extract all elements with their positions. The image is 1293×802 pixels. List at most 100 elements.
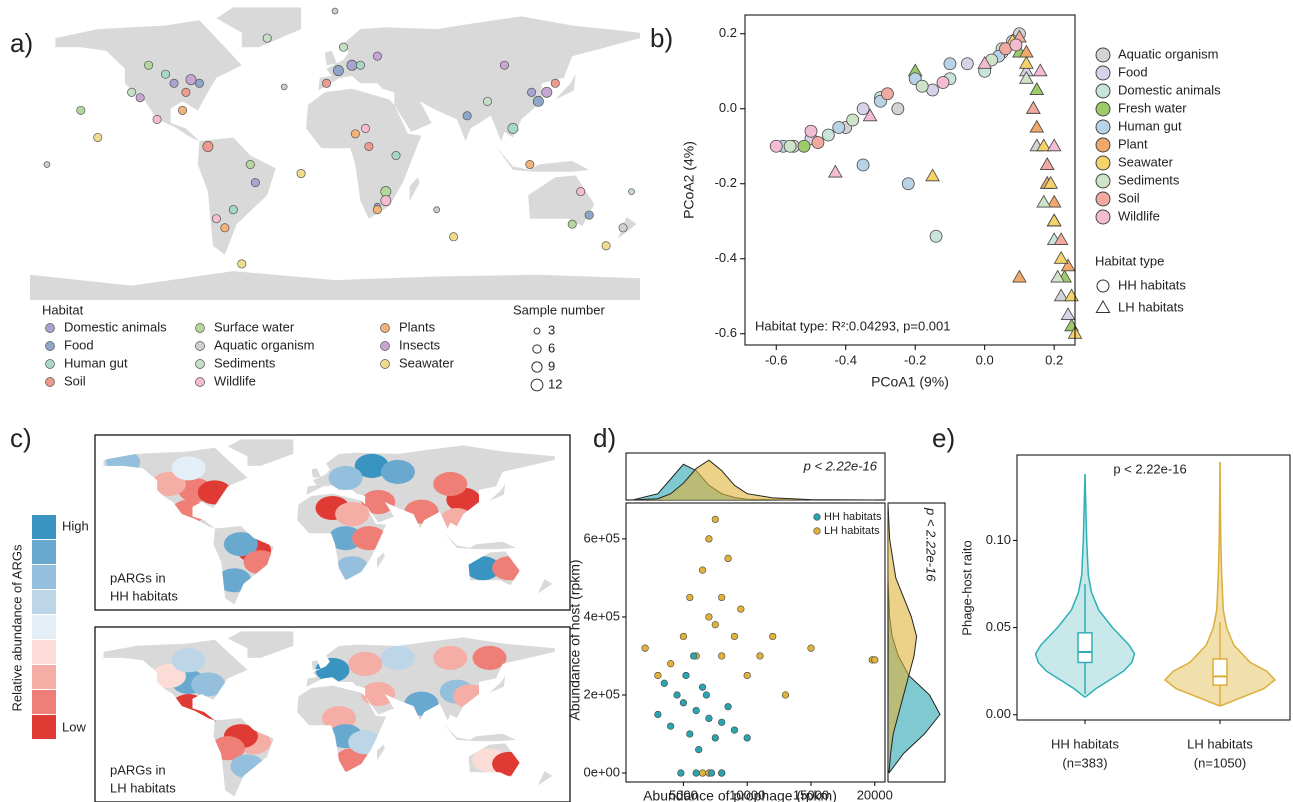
x-tick-label: -0.4 [835, 352, 857, 367]
plot-frame [744, 14, 1076, 346]
colorbar-cell [32, 715, 56, 739]
x-tick-label: HH habitats [1051, 736, 1119, 751]
panel-label: b) [650, 23, 673, 53]
legend-label: Seawater [1118, 154, 1174, 169]
sample-point [462, 111, 472, 121]
legend-swatch [380, 341, 390, 351]
point [667, 660, 675, 668]
region [492, 751, 527, 776]
y-tick-label: 2e+05 [583, 686, 620, 701]
point [677, 769, 685, 777]
x-tick-label: 20000 [857, 787, 893, 802]
legend-label: LH habitats [824, 525, 880, 537]
sample-point [185, 74, 197, 86]
point [871, 656, 879, 664]
sample-point [360, 123, 371, 133]
size-legend-label: 3 [548, 322, 555, 337]
legend-swatch [195, 323, 205, 333]
sample-point [532, 95, 544, 107]
sample-point [211, 214, 221, 224]
region [191, 672, 226, 697]
y-tick-label: 0.2 [719, 25, 737, 40]
legend-swatch [45, 323, 55, 333]
sample-point [194, 78, 204, 88]
point-triangle [1039, 157, 1055, 170]
annotation: p < 2.22e-16 [924, 507, 939, 582]
sample-point [76, 105, 86, 115]
region [171, 694, 206, 719]
sample-point [380, 195, 392, 207]
region [361, 681, 396, 707]
legend-swatch [1095, 83, 1111, 99]
colorbar-cell [32, 615, 56, 639]
region [171, 648, 206, 673]
point-triangle [1036, 138, 1052, 152]
legend-label: HH habitats [824, 511, 882, 523]
point-triangle [1053, 232, 1069, 245]
colorbar-cell [32, 515, 56, 539]
colorbar-title: Relative abundance of ARGs [9, 544, 24, 711]
region [380, 459, 415, 484]
region [354, 453, 389, 478]
point [711, 734, 719, 742]
point [781, 691, 790, 699]
sample-point [135, 93, 145, 103]
legend-swatch [1095, 155, 1111, 171]
violin-half [1219, 461, 1277, 707]
x-tick-label: -0.2 [904, 352, 926, 367]
y-axis-label: Phage-host raito [959, 540, 974, 635]
region [315, 657, 350, 682]
x-tick-label: 10000 [729, 787, 765, 802]
y-tick-label: 0.10 [986, 532, 1011, 547]
legend-label: Human gut [1118, 118, 1182, 133]
region [171, 499, 206, 524]
point-circle [804, 124, 818, 138]
region [328, 526, 363, 551]
legend-swatch [1095, 173, 1111, 189]
legend-label: Plant [1118, 136, 1148, 151]
point [718, 652, 726, 660]
legend-label: Aquatic organism [1118, 46, 1218, 61]
sample-point [93, 132, 103, 142]
region [187, 700, 222, 725]
legend-swatch [45, 359, 55, 369]
legend-label: HH habitats [1118, 277, 1186, 292]
region [452, 684, 487, 709]
sample-point [250, 178, 260, 188]
point [718, 718, 726, 726]
point-circle [891, 102, 905, 116]
legend-label: Wildlife [1118, 208, 1160, 223]
point [654, 671, 662, 680]
sample-point [541, 86, 553, 98]
point-circle [811, 136, 825, 149]
point-circle [846, 113, 860, 127]
region [439, 508, 474, 533]
violin-half [1034, 474, 1086, 698]
point [660, 679, 668, 687]
point [743, 734, 751, 742]
legend-label: Domestic animals [64, 319, 167, 334]
point [679, 699, 688, 707]
x-tick-note: (n=383) [1062, 755, 1107, 770]
legend-label: Sediments [214, 355, 276, 370]
legend-label: Fresh water [1118, 100, 1187, 115]
point-triangle [1025, 100, 1041, 114]
legend-swatch [380, 359, 390, 369]
region [335, 502, 370, 527]
size-legend-circle [533, 327, 541, 335]
panel-label: e) [932, 423, 955, 453]
sample-point [332, 65, 344, 77]
point-triangle [1064, 288, 1079, 302]
point-triangle [1019, 70, 1034, 84]
sample-point [372, 51, 382, 61]
region [328, 465, 363, 490]
x-tick-label: 15000 [793, 787, 829, 802]
region [404, 691, 439, 716]
region [352, 526, 387, 551]
x-tick-label: 0.2 [1045, 352, 1063, 367]
x-tick-note: (n=1050) [1194, 755, 1246, 770]
sample-point [584, 210, 594, 220]
legend-swatch [1095, 47, 1111, 63]
sample-point [296, 169, 306, 179]
region [348, 651, 383, 676]
